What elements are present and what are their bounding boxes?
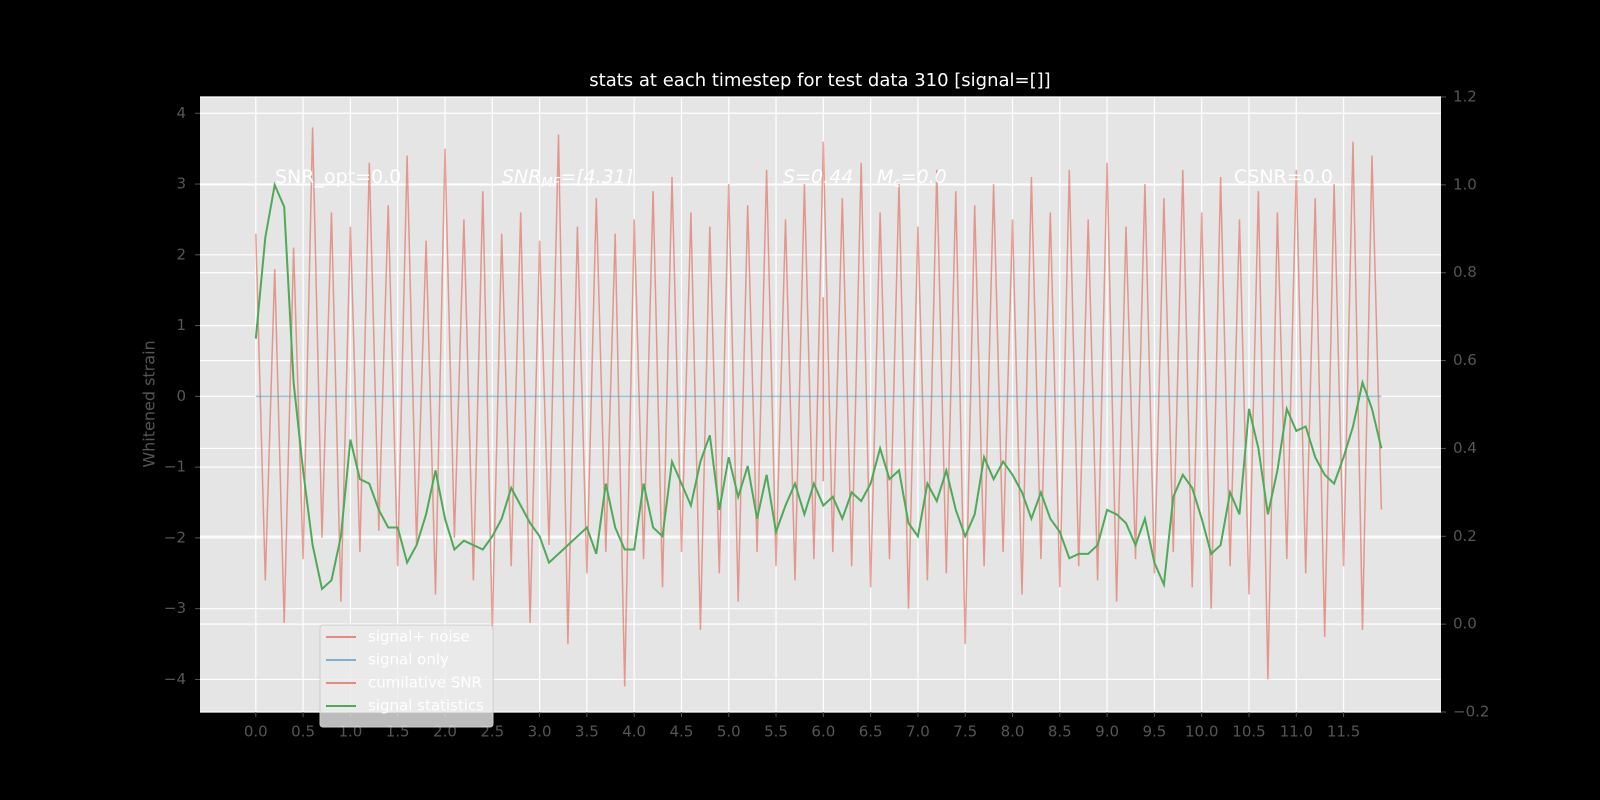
y-tick-label: 0: [176, 387, 186, 405]
x-tick-label: 5.0: [717, 723, 741, 741]
legend-label: cumilative SNR: [368, 674, 482, 692]
y2-tick-label: 0.0: [1453, 615, 1477, 633]
x-tick-label: 10.0: [1185, 723, 1218, 741]
annotation-sub: c: [893, 176, 900, 191]
x-tick-label: 10.5: [1232, 723, 1265, 741]
annotation-sub: MF: [541, 176, 560, 191]
y2-tick-label: −0.2: [1453, 703, 1489, 721]
x-tick-label: 6.5: [859, 723, 883, 741]
annotation-tail: =[4.31]: [560, 166, 633, 188]
series-line: [255, 127, 1383, 687]
x-tick-label: 8.5: [1048, 723, 1072, 741]
x-tick-label: 3.5: [575, 723, 599, 741]
y-tick-label: 4: [176, 104, 186, 122]
annotation: S=0.44: [783, 166, 853, 188]
x-tick-label: 7.5: [953, 723, 977, 741]
annotation-text: S=0.44: [783, 166, 853, 188]
x-tick-label: 3.0: [528, 723, 552, 741]
x-tick-label: 11.5: [1327, 723, 1360, 741]
y2-tick-label: 0.4: [1453, 439, 1477, 457]
series-line: [254, 181, 1383, 591]
annotation-text: SNR: [502, 166, 541, 188]
x-tick-label: 8.0: [1001, 723, 1025, 741]
y-tick-label: 2: [176, 245, 186, 263]
x-tick-label: 11.0: [1280, 723, 1313, 741]
annotation-text: SNR_opt=0.0: [275, 166, 401, 188]
y2-tick-label: 0.2: [1453, 527, 1477, 545]
y-tick-label: −1: [164, 458, 186, 476]
y2-tick-label: 0.6: [1453, 351, 1477, 369]
y-tick-label: −2: [164, 528, 186, 546]
y-tick-label: 3: [176, 175, 186, 193]
y-tick-label: 1: [176, 316, 186, 334]
x-tick-label: 0.0: [244, 723, 268, 741]
annotation-text: CSNR=0.0: [1234, 166, 1333, 188]
annotation: Mc=0.0: [877, 166, 947, 191]
y-tick-label: −3: [164, 599, 186, 617]
annotation-text: M: [877, 166, 893, 188]
x-tick-label: 9.0: [1095, 723, 1119, 741]
y2-tick-label: 1.2: [1453, 88, 1477, 106]
annotation-tail: =0.0: [901, 166, 947, 188]
annotation: CSNR=0.0: [1234, 166, 1333, 188]
y-tick-label: −4: [164, 670, 186, 688]
x-tick-label: 9.5: [1142, 723, 1166, 741]
x-tick-label: 0.5: [291, 723, 315, 741]
x-tick-label: 4.5: [670, 723, 694, 741]
legend-box: [319, 624, 494, 728]
x-tick-label: 6.0: [811, 723, 835, 741]
legend-label: signal statistics: [368, 697, 484, 715]
y2-tick-label: 1.0: [1453, 175, 1477, 193]
chart-title: stats at each timestep for test data 310…: [589, 70, 1050, 91]
plot-background: [200, 97, 1441, 712]
y2-tick-label: 0.8: [1453, 263, 1477, 281]
x-tick-label: 5.5: [764, 723, 788, 741]
annotation: SNRMF=[4.31]: [502, 166, 633, 191]
y-axis-label: Whitened strain: [140, 340, 159, 467]
x-tick-label: 4.0: [622, 723, 646, 741]
legend: signal+ noise signal only cumilative SNR si…: [319, 624, 494, 728]
legend-label: signal+ noise: [368, 628, 470, 646]
x-tick-label: 7.0: [906, 723, 930, 741]
legend-label: signal only: [368, 651, 449, 669]
annotation: SNR_opt=0.0: [275, 166, 401, 188]
